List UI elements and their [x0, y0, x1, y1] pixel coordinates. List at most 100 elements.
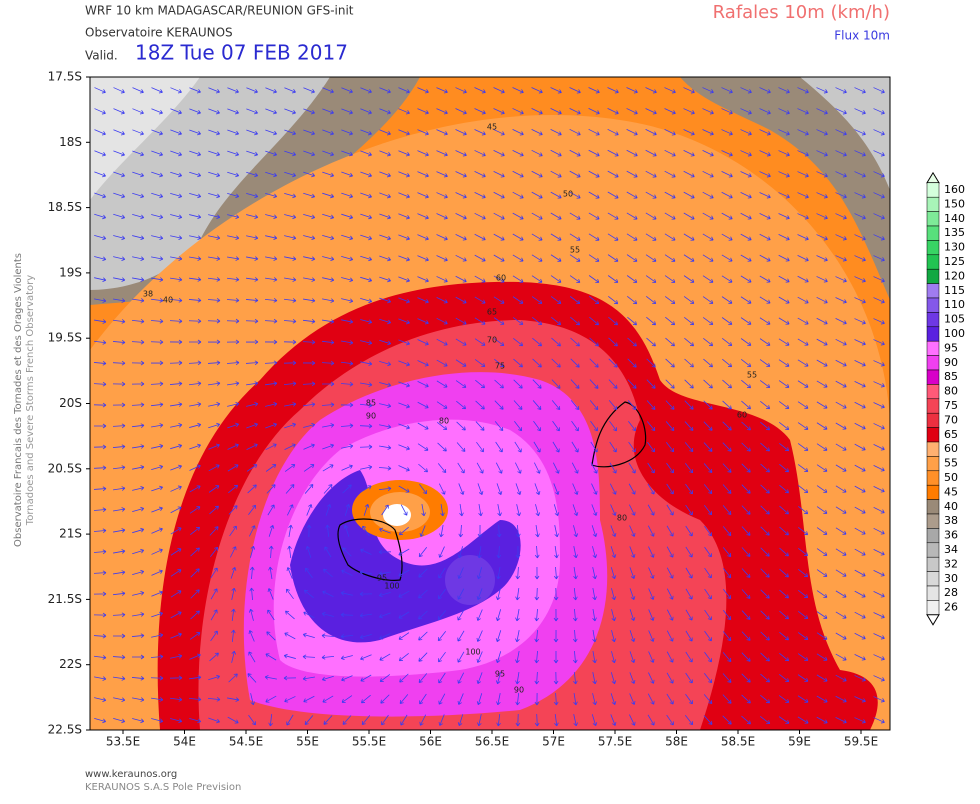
wind-arrow: [759, 317, 771, 325]
wind-arrow: [341, 234, 354, 241]
wind-arrow: [400, 504, 408, 516]
contour-label: 65: [487, 308, 497, 317]
wind-arrow: [629, 693, 636, 705]
wind-arrow: [760, 673, 770, 683]
wind-arrow: [248, 525, 256, 537]
wind-arrow: [476, 651, 483, 663]
wind-arrow: [589, 337, 599, 347]
wind-arrow: [113, 486, 126, 491]
wind-arrow: [611, 651, 617, 664]
wind-arrow: [131, 339, 145, 345]
wind-arrow: [322, 87, 334, 94]
wind-arrow: [570, 379, 580, 389]
wind-arrow: [151, 633, 164, 638]
wind-arrow: [421, 504, 426, 517]
wind-arrow: [322, 423, 335, 428]
wind-arrow: [778, 296, 790, 304]
colorbar-swatch: [926, 600, 940, 616]
colorbar-swatch: [926, 225, 940, 241]
wind-arrow: [286, 567, 293, 579]
wind-arrow: [797, 338, 809, 346]
wind-arrow: [513, 358, 523, 368]
colorbar-label: 150: [944, 197, 965, 210]
wind-arrow: [854, 297, 866, 304]
wind-arrow: [113, 213, 126, 220]
wind-arrow: [227, 193, 240, 199]
wind-arrow: [265, 171, 278, 178]
wind-arrow: [264, 675, 277, 680]
wind-arrow: [740, 254, 752, 262]
wind-arrow: [379, 360, 392, 367]
wind-arrow: [627, 316, 637, 326]
wind-arrow: [628, 421, 637, 432]
wind-arrow: [854, 422, 866, 430]
wind-arrow: [835, 255, 847, 262]
wind-arrow: [627, 379, 637, 389]
colorbar-label: 34: [944, 543, 958, 556]
colorbar-label: 38: [944, 514, 958, 527]
wind-arrow: [873, 548, 885, 556]
wind-arrow: [628, 441, 636, 453]
lon-label: 58.5E: [721, 735, 755, 749]
wind-arrow: [626, 170, 638, 178]
wind-arrow: [515, 692, 520, 706]
wind-arrow: [189, 108, 201, 115]
wind-arrow: [113, 549, 126, 554]
wind-arrow: [647, 525, 655, 537]
wind-arrow: [302, 676, 315, 681]
wind-arrow: [534, 713, 540, 727]
wind-arrow: [609, 483, 617, 495]
wind-arrow: [170, 654, 183, 659]
wind-arrow: [722, 652, 732, 662]
wind-arrow: [816, 674, 828, 682]
wind-arrow: [535, 504, 541, 517]
wind-arrow: [535, 525, 540, 538]
wind-arrow: [455, 338, 467, 346]
wind-arrow: [797, 275, 809, 283]
wind-arrow: [113, 570, 126, 575]
wind-arrow: [721, 87, 733, 94]
wind-arrow: [702, 108, 714, 115]
colorbar-label: 65: [944, 428, 958, 441]
wind-arrow: [94, 298, 107, 303]
wind-arrow: [854, 339, 866, 346]
wind-arrow: [798, 506, 809, 515]
wind-arrow: [592, 588, 597, 601]
field-title: Rafales 10m (km/h): [713, 2, 890, 23]
wind-arrow: [778, 401, 790, 409]
wind-arrow: [610, 693, 617, 706]
wind-arrow: [740, 317, 752, 325]
wind-arrow: [170, 402, 183, 407]
wind-arrow: [627, 337, 637, 347]
wind-arrow: [189, 443, 201, 450]
wind-arrow: [648, 672, 655, 684]
wind-arrow: [189, 632, 201, 640]
colorbar-label: 80: [944, 385, 958, 398]
wind-arrow: [873, 633, 885, 640]
wind-arrow: [553, 587, 559, 601]
wind-arrow: [647, 441, 655, 453]
wind-arrow: [683, 129, 695, 136]
lon-label: 59E: [788, 735, 811, 749]
wind-arrow: [550, 254, 562, 262]
wind-arrow: [533, 420, 541, 432]
wind-arrow: [246, 193, 259, 199]
wind-arrow: [229, 546, 237, 558]
wind-arrow: [854, 675, 866, 682]
wind-arrow: [478, 504, 483, 517]
contour-label: 50: [563, 190, 573, 199]
wind-arrow: [534, 692, 540, 706]
wind-arrow: [515, 713, 521, 727]
wind-arrow: [665, 400, 675, 410]
wind-arrow: [854, 632, 866, 640]
wind-arrow: [265, 192, 278, 199]
wind-arrow: [740, 233, 752, 241]
wind-arrow: [399, 694, 409, 704]
wind-arrow: [303, 464, 315, 472]
wind-arrow: [113, 718, 126, 724]
wind-arrow: [438, 714, 445, 726]
wind-arrow: [816, 422, 828, 430]
wind-arrow: [379, 150, 391, 157]
wind-arrow: [797, 108, 809, 115]
wind-arrow: [873, 591, 885, 598]
